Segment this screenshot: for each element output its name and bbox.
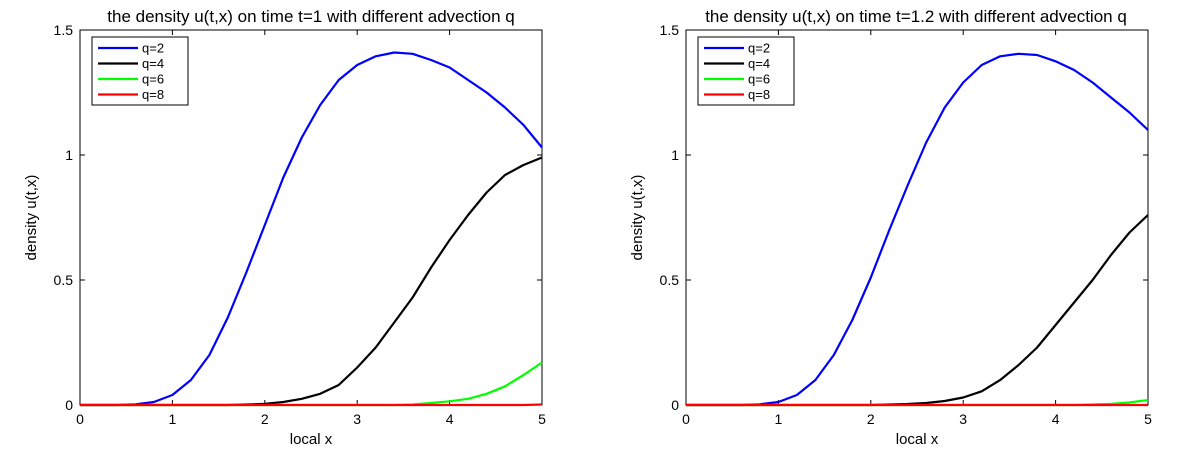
series-lines <box>80 51 543 407</box>
legend-entry: q=6 <box>142 72 164 87</box>
y-tick-label: 0 <box>671 397 679 413</box>
x-tick-label: 0 <box>76 411 84 427</box>
chart-left: the density u(t,x) on time t=1 with diff… <box>23 7 546 448</box>
y-tick-label: 0.5 <box>660 272 680 288</box>
axis-ticks: 0 1 2 3 4 5 0 0.5 1 1.5 <box>660 22 1153 427</box>
legend-entry: q=8 <box>748 87 770 102</box>
y-tick-label: 0 <box>65 397 73 413</box>
x-tick-label: 0 <box>682 411 690 427</box>
x-tick-label: 5 <box>1144 411 1152 427</box>
legend-entry: q=2 <box>748 41 770 56</box>
series-line-q-4 <box>686 214 1149 407</box>
legend-entry: q=6 <box>748 72 770 87</box>
chart-right: the density u(t,x) on time t=1.2 with di… <box>629 7 1152 448</box>
legend: q=2q=4q=6q=8 <box>697 36 795 106</box>
series-lines <box>686 52 1149 407</box>
y-tick-label: 1 <box>65 147 73 163</box>
legend-entry: q=2 <box>142 41 164 56</box>
series-line-q-2 <box>686 52 1149 407</box>
y-tick-label: 1 <box>671 147 679 163</box>
legend: q=2q=4q=6q=8 <box>91 36 189 106</box>
series-line-q-8 <box>80 403 543 407</box>
chart-title: the density u(t,x) on time t=1.2 with di… <box>705 7 1127 26</box>
x-tick-label: 4 <box>446 411 454 427</box>
axis-ticks: 0 1 2 3 4 5 0 0.5 1 1.5 <box>54 22 547 427</box>
x-axis-label: local x <box>290 431 333 448</box>
y-tick-label: 1.5 <box>660 22 680 38</box>
y-axis-label: density u(t,x) <box>629 175 646 261</box>
y-axis-label: density u(t,x) <box>23 175 40 261</box>
series-line-q-4 <box>80 156 543 407</box>
x-tick-label: 3 <box>959 411 967 427</box>
y-tick-label: 0.5 <box>54 272 74 288</box>
legend-entry: q=4 <box>748 56 770 71</box>
series-line-q-6 <box>80 361 543 407</box>
y-tick-label: 1.5 <box>54 22 74 38</box>
x-tick-label: 2 <box>867 411 875 427</box>
x-tick-label: 5 <box>538 411 546 427</box>
x-tick-label: 4 <box>1052 411 1060 427</box>
legend-entry: q=8 <box>142 87 164 102</box>
x-axis-label: local x <box>896 431 939 448</box>
x-tick-label: 1 <box>775 411 783 427</box>
x-tick-label: 3 <box>353 411 361 427</box>
chart-title: the density u(t,x) on time t=1 with diff… <box>107 7 514 26</box>
x-tick-label: 2 <box>261 411 269 427</box>
legend-entry: q=4 <box>142 56 164 71</box>
series-line-q-2 <box>80 51 543 407</box>
x-tick-label: 1 <box>169 411 177 427</box>
